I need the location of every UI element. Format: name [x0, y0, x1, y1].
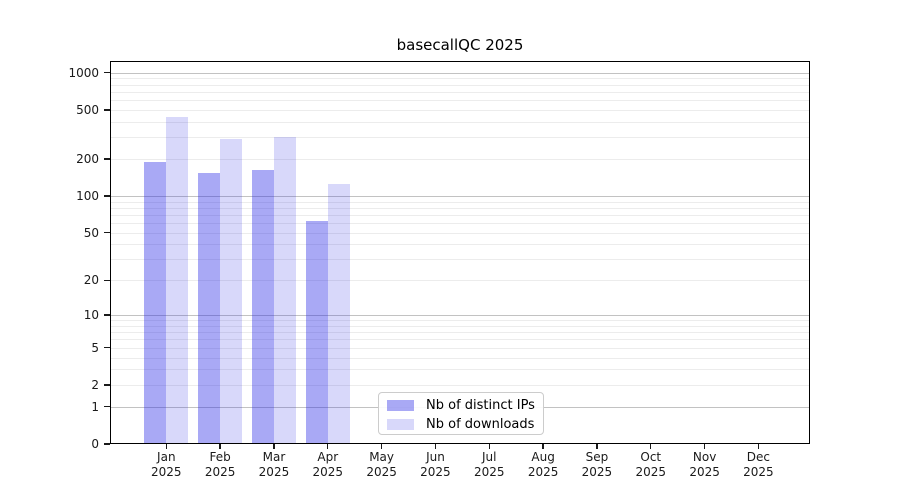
x-tick-label-aug: Aug 2025 — [527, 450, 559, 479]
y-gridline-major-1000 — [110, 72, 810, 74]
y-gridline-minor-5 — [110, 347, 810, 349]
x-tick-oct — [650, 444, 652, 449]
y-tick-label-1: 1 — [91, 399, 99, 414]
bar-distinct-ips-feb — [198, 173, 221, 444]
legend-label-distinct-ips: Nb of distinct IPs — [426, 398, 535, 413]
y-gridline-minor-500 — [110, 109, 810, 111]
x-tick-apr — [327, 444, 329, 449]
y-tick-10 — [104, 314, 110, 316]
y-tick-label-100: 100 — [76, 188, 99, 203]
y-tick-50 — [104, 231, 110, 234]
y-tick-200 — [104, 158, 110, 160]
x-tick-sep — [596, 444, 598, 449]
x-tick-label-apr: Apr 2025 — [312, 450, 344, 479]
y-gridline-minor-80 — [110, 207, 810, 209]
x-tick-jan — [165, 444, 167, 449]
y-gridline-minor-400 — [110, 121, 810, 123]
x-tick-dec — [757, 444, 760, 449]
y-tick-2 — [104, 384, 110, 386]
y-gridline-minor-40 — [110, 244, 810, 246]
y-tick-label-0: 0 — [91, 437, 99, 451]
y-tick-0 — [104, 443, 110, 445]
bar-distinct-ips-mar — [251, 169, 274, 444]
y-gridline-minor-60 — [110, 223, 810, 225]
y-tick-label-200: 200 — [76, 151, 99, 166]
x-tick-label-mar: Mar 2025 — [258, 450, 290, 479]
x-tick-label-feb: Feb 2025 — [204, 450, 236, 479]
y-tick-1000 — [104, 72, 110, 74]
y-gridline-minor-700 — [110, 91, 810, 93]
y-gridline-minor-6 — [110, 339, 810, 341]
x-tick-mar — [273, 444, 275, 449]
y-tick-100 — [104, 195, 110, 197]
y-tick-20 — [104, 279, 110, 282]
bar-downloads-mar — [273, 136, 296, 444]
y-gridline-minor-200 — [110, 158, 810, 160]
y-gridline-minor-900 — [110, 78, 810, 80]
y-gridline-minor-300 — [110, 137, 810, 139]
x-tick-jun — [434, 444, 437, 449]
y-tick-label-5: 5 — [91, 340, 99, 355]
x-tick-label-nov: Nov 2025 — [689, 450, 720, 479]
x-tick-may — [380, 444, 383, 449]
x-tick-aug — [542, 444, 544, 449]
y-tick-label-500: 500 — [76, 102, 99, 117]
y-gridline-minor-50 — [110, 232, 810, 234]
y-gridline-minor-800 — [110, 84, 810, 86]
x-tick-label-sep: Sep 2025 — [581, 450, 613, 479]
x-tick-label-jul: Jul 2025 — [473, 450, 505, 479]
y-gridline-minor-600 — [110, 100, 810, 102]
y-gridline-minor-4 — [110, 357, 810, 359]
x-tick-label-dec: Dec 2025 — [743, 450, 774, 479]
x-tick-feb — [219, 444, 221, 449]
legend-swatch-downloads — [387, 419, 414, 430]
y-tick-1 — [104, 406, 110, 408]
legend-label-downloads: Nb of downloads — [426, 417, 535, 432]
y-gridline-minor-8 — [110, 325, 810, 327]
y-tick-500 — [104, 109, 110, 111]
y-tick-label-1000: 1000 — [68, 65, 99, 80]
bar-downloads-jan — [166, 117, 189, 444]
plot-area — [110, 61, 810, 444]
legend-swatch-distinct-ips — [387, 400, 414, 411]
x-tick-label-may: May 2025 — [366, 450, 397, 479]
x-tick-label-jun: Jun 2025 — [420, 450, 451, 479]
legend: Nb of distinct IPs Nb of downloads — [378, 392, 544, 435]
bar-distinct-ips-apr — [305, 221, 328, 444]
bar-distinct-ips-jan — [144, 162, 167, 444]
y-gridline-minor-20 — [110, 280, 810, 282]
y-gridline-minor-2 — [110, 384, 810, 386]
legend-entry-distinct-ips: Nb of distinct IPs — [379, 396, 543, 415]
chart-title: basecallQC 2025 — [396, 36, 524, 54]
y-gridline-minor-30 — [110, 259, 810, 261]
y-gridline-minor-90 — [110, 201, 810, 203]
bar-downloads-feb — [220, 139, 243, 444]
y-gridline-minor-3 — [110, 369, 810, 371]
x-tick-label-oct: Oct 2025 — [635, 450, 667, 479]
y-gridline-major-100 — [110, 195, 810, 197]
y-gridline-major-10 — [110, 315, 810, 317]
x-tick-label-jan: Jan 2025 — [151, 450, 182, 479]
y-gridline-minor-9 — [110, 320, 810, 322]
bar-downloads-apr — [327, 183, 350, 444]
y-tick-label-50: 50 — [83, 225, 99, 240]
x-tick-jul — [488, 444, 490, 449]
legend-entry-downloads: Nb of downloads — [379, 415, 543, 434]
x-tick-nov — [703, 444, 706, 449]
y-gridline-minor-7 — [110, 332, 810, 334]
y-tick-label-2: 2 — [91, 377, 99, 392]
y-tick-label-10: 10 — [83, 308, 99, 323]
y-tick-label-20: 20 — [83, 273, 99, 288]
y-gridline-minor-70 — [110, 214, 810, 216]
y-tick-5 — [104, 347, 110, 349]
